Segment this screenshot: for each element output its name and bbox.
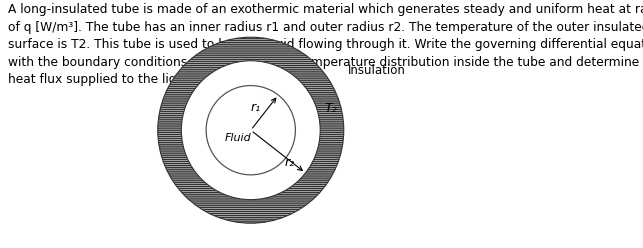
Text: r₂: r₂ (285, 156, 294, 169)
Circle shape (158, 37, 344, 223)
Text: r₁: r₁ (251, 101, 261, 114)
Text: A long-insulated tube is made of an exothermic material which generates steady a: A long-insulated tube is made of an exot… (8, 3, 643, 86)
Text: Insulation: Insulation (348, 64, 406, 77)
Text: Fluid: Fluid (225, 133, 252, 143)
Circle shape (181, 61, 320, 200)
Text: T₂: T₂ (325, 102, 337, 115)
Circle shape (206, 86, 295, 175)
